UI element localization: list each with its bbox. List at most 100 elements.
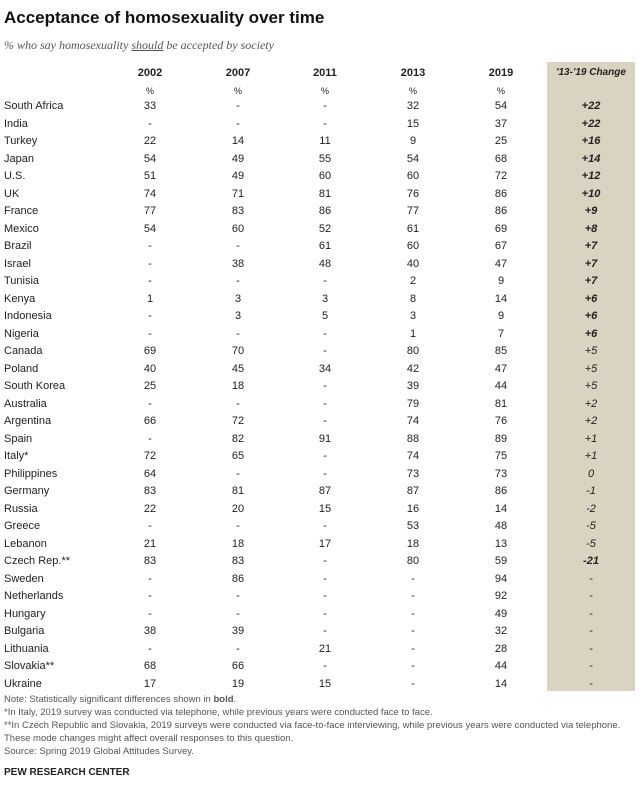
change-value: -5 xyxy=(586,520,596,532)
cell-value: 55 xyxy=(318,152,332,165)
cell-value: - xyxy=(323,345,327,357)
change-value: +5 xyxy=(584,345,598,357)
cell-value: - xyxy=(236,467,240,480)
country-label: France xyxy=(4,205,39,217)
notes: Note: Statistically significant differen… xyxy=(4,693,632,758)
cell-value: 87 xyxy=(406,485,420,497)
cell-value: - xyxy=(411,572,415,585)
cell-value: 54 xyxy=(494,100,508,112)
subtitle-text: be accepted by society xyxy=(163,38,274,52)
cell-value: 59 xyxy=(494,555,508,567)
cell-value: 21 xyxy=(143,537,157,550)
country-label: Czech Rep.** xyxy=(4,555,71,567)
cell-value: 28 xyxy=(494,642,508,655)
unit-label: % xyxy=(496,86,506,96)
cell-value: 86 xyxy=(494,205,508,217)
cell-value: 39 xyxy=(231,625,245,637)
cell-value: - xyxy=(236,520,240,532)
cell-value: 22 xyxy=(143,502,157,515)
cell-value: 20 xyxy=(231,502,245,515)
country-label: Turkey xyxy=(4,135,38,147)
cell-value: - xyxy=(148,117,152,130)
cell-value: 14 xyxy=(494,677,508,690)
note: Note: Statistically significant differen… xyxy=(4,693,632,706)
change-column-band xyxy=(547,62,635,691)
cell-value: - xyxy=(148,327,152,340)
cell-value: 76 xyxy=(494,415,508,427)
cell-value: 83 xyxy=(231,205,245,217)
change-value: +22 xyxy=(581,100,601,112)
change-value: -21 xyxy=(583,555,599,567)
country-label: Japan xyxy=(4,152,34,165)
cell-value: 11 xyxy=(319,135,331,147)
cell-value: - xyxy=(148,257,152,270)
cell-value: 83 xyxy=(143,485,157,497)
cell-value: - xyxy=(236,590,240,602)
country-label: Philippines xyxy=(4,467,58,480)
change-value: - xyxy=(589,677,593,690)
cell-value: - xyxy=(148,520,152,532)
column-header: 2013 xyxy=(400,67,426,79)
cell-value: - xyxy=(236,275,240,287)
cell-value: 53 xyxy=(406,520,420,532)
country-label: Bulgaria xyxy=(4,625,45,637)
column-header: 2011 xyxy=(313,67,337,79)
country-label: Lithuania xyxy=(4,642,49,655)
cell-value: 34 xyxy=(318,362,332,375)
cell-value: - xyxy=(323,117,327,130)
cell-value: 87 xyxy=(318,485,332,497)
cell-value: - xyxy=(323,275,327,287)
country-label: Slovakia** xyxy=(4,660,55,672)
brand: PEW RESEARCH CENTER xyxy=(4,767,130,778)
cell-value: - xyxy=(236,607,240,620)
column-header: 2002 xyxy=(137,67,163,79)
cell-value: 3 xyxy=(321,292,329,305)
cell-value: 15 xyxy=(318,677,332,690)
cell-value: 48 xyxy=(318,257,332,270)
change-value: +10 xyxy=(581,187,601,200)
cell-value: 86 xyxy=(494,187,508,200)
title: Acceptance of homosexuality over time xyxy=(4,8,325,27)
cell-value: 3 xyxy=(234,310,242,322)
country-label: Russia xyxy=(4,502,38,515)
cell-value: 14 xyxy=(494,502,508,515)
change-value: +16 xyxy=(581,135,601,147)
unit-label: % xyxy=(233,86,243,96)
cell-value: 64 xyxy=(143,467,157,480)
cell-value: 89 xyxy=(494,432,508,445)
country-label: Italy* xyxy=(4,450,29,462)
country-label: U.S. xyxy=(4,170,26,182)
cell-value: 85 xyxy=(494,345,508,357)
cell-value: 76 xyxy=(406,187,420,200)
change-value: +7 xyxy=(584,257,598,270)
country-label: Germany xyxy=(4,485,50,497)
cell-value: 17 xyxy=(143,677,157,690)
cell-value: - xyxy=(411,625,415,637)
cell-value: - xyxy=(323,467,327,480)
cell-value: 75 xyxy=(494,450,508,462)
cell-value: 66 xyxy=(231,660,245,672)
cell-value: - xyxy=(148,397,152,410)
cell-value: 38 xyxy=(231,257,245,270)
unit-label: % xyxy=(145,86,155,96)
change-value: +6 xyxy=(584,292,598,305)
country-label: UK xyxy=(4,187,20,200)
cell-value: 82 xyxy=(231,432,245,445)
cell-value: - xyxy=(323,327,327,340)
note-text: . xyxy=(233,694,237,705)
cell-value: 80 xyxy=(406,345,420,357)
cell-value: - xyxy=(148,642,152,655)
cell-value: 72 xyxy=(494,170,508,182)
cell-value: - xyxy=(236,117,240,130)
cell-value: - xyxy=(236,327,240,340)
cell-value: 47 xyxy=(494,257,508,270)
cell-value: 9 xyxy=(497,310,505,322)
change-value: 0 xyxy=(587,467,595,480)
change-value: -5 xyxy=(586,537,596,550)
cell-value: 32 xyxy=(494,625,508,637)
cell-value: 79 xyxy=(406,397,420,410)
subtitle: % who say homosexuality should be accept… xyxy=(4,38,274,53)
change-value: +2 xyxy=(584,397,598,410)
note-bold: bold xyxy=(213,694,234,705)
cell-value: 80 xyxy=(406,555,420,567)
